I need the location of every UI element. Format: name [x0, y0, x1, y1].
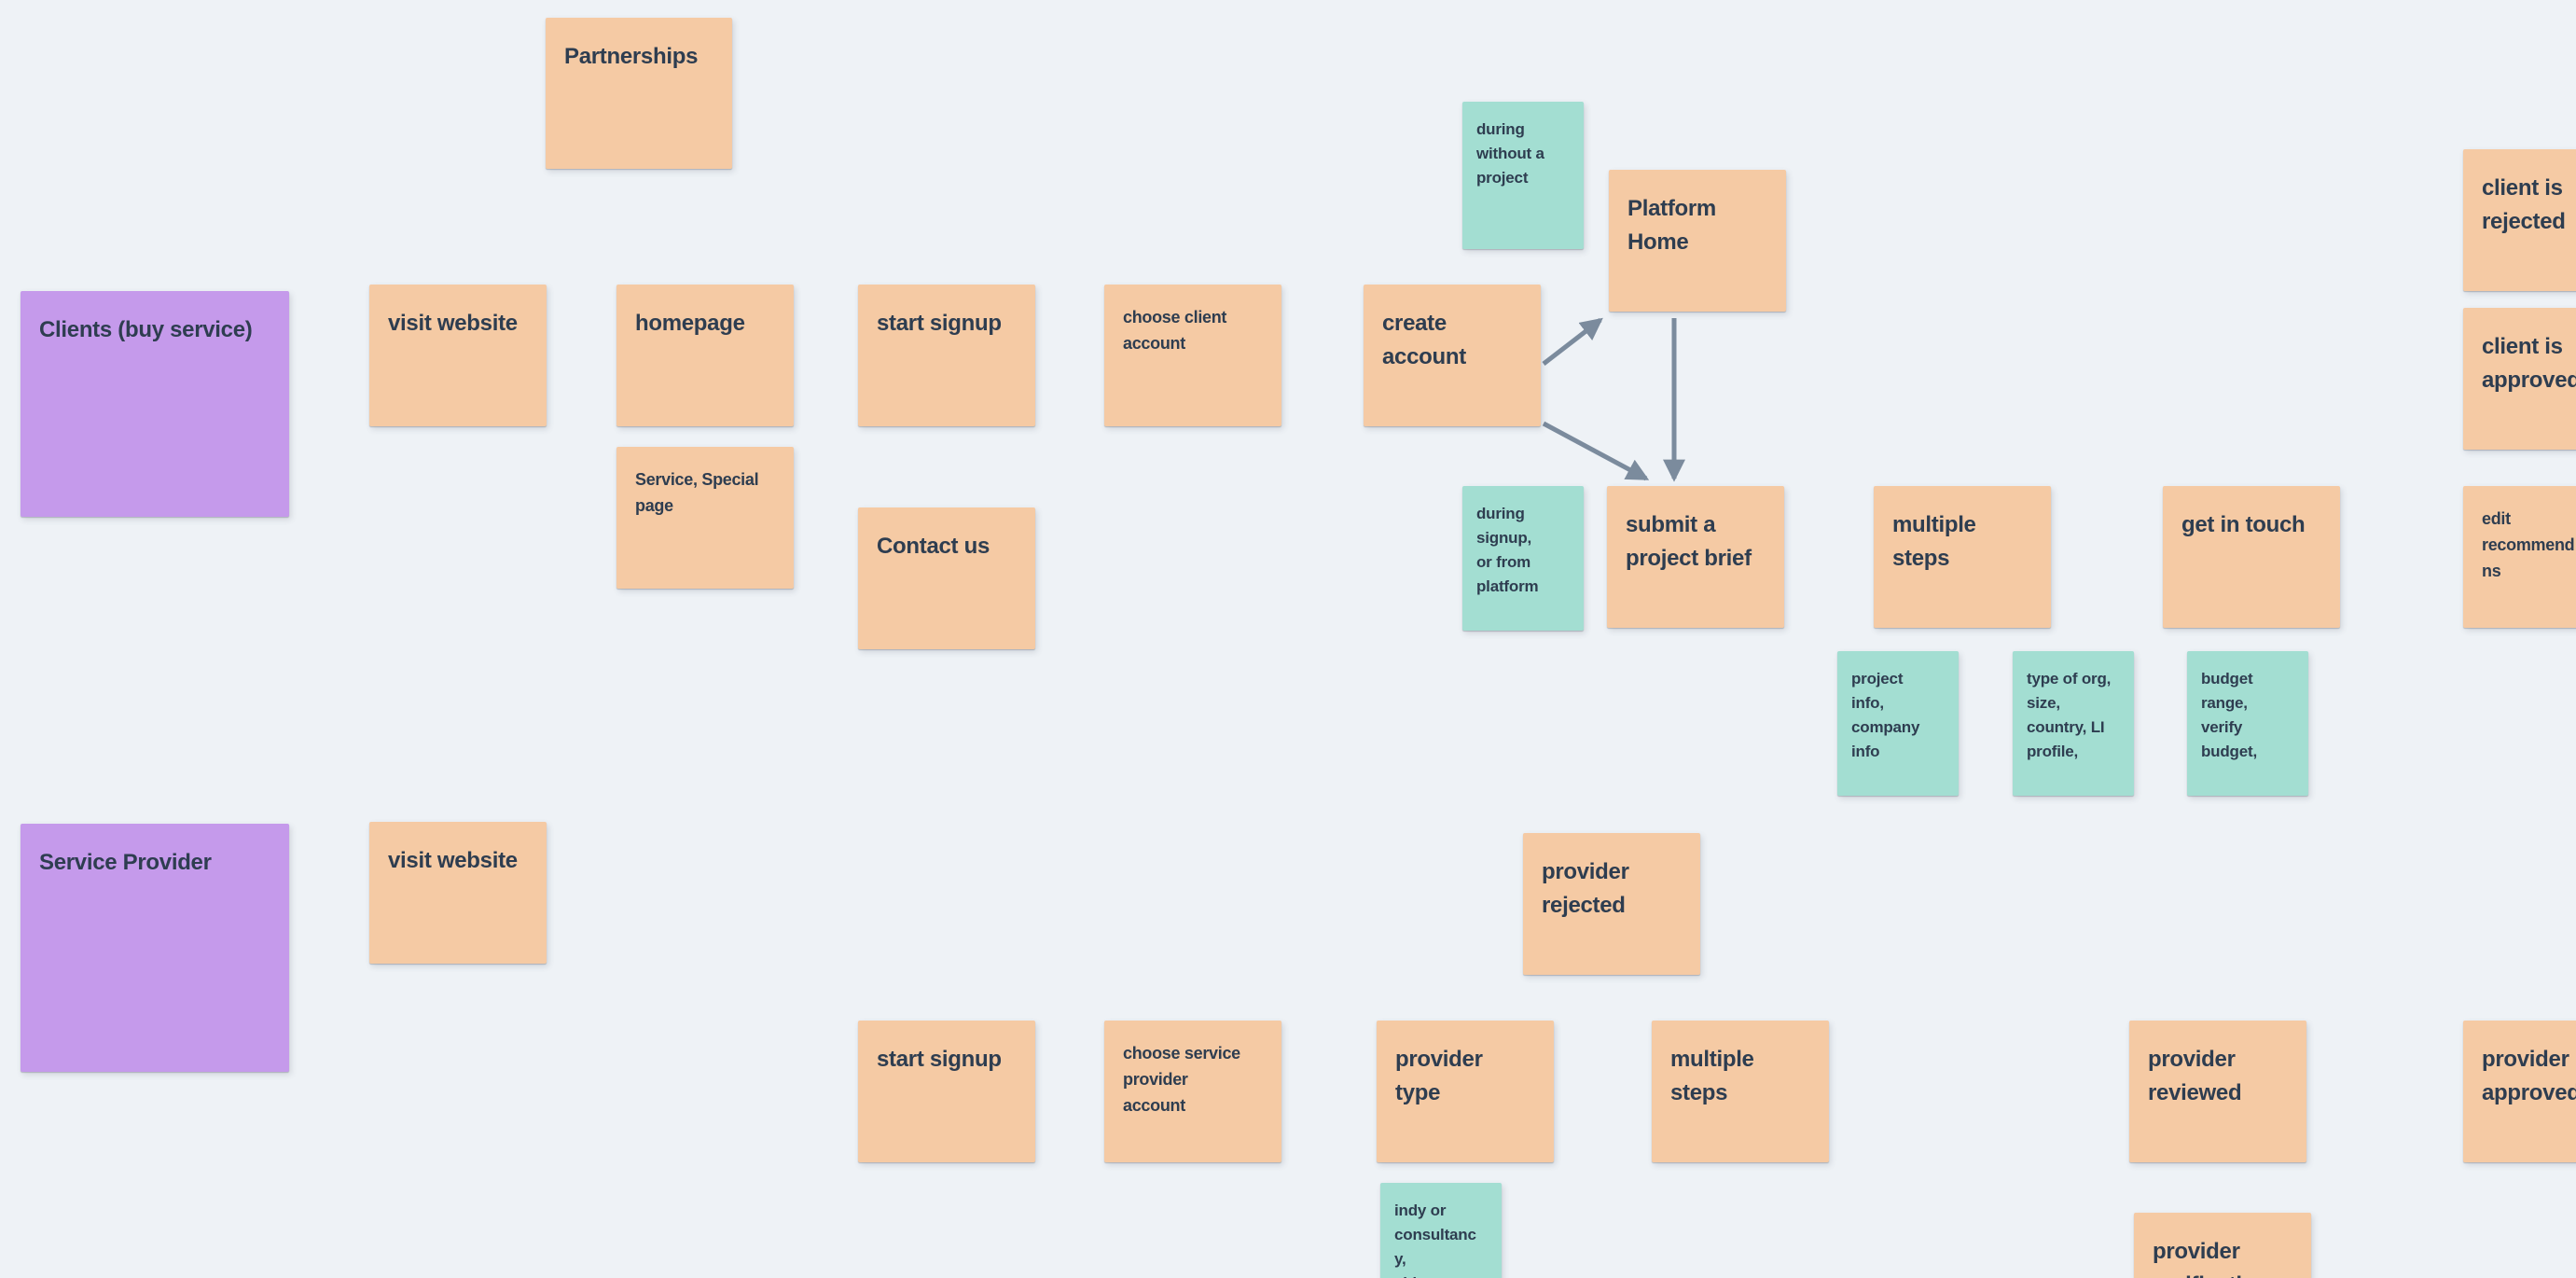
- note-text: get in touch: [2181, 512, 2306, 537]
- note-client-is-rejected[interactable]: client is rejected: [2463, 149, 2576, 291]
- note-text: provider rejected: [1542, 859, 1629, 918]
- note-text: Clients (buy service): [39, 317, 253, 342]
- note-text: Service, Special page: [635, 470, 759, 515]
- note-choose-client-account[interactable]: choose client account: [1104, 285, 1281, 426]
- note-start-signup-client[interactable]: start signup: [858, 285, 1035, 426]
- note-visit-website-provider[interactable]: visit website: [369, 822, 547, 964]
- note-text: project info, company info: [1851, 670, 1920, 760]
- note-text: type of org, size, country, LI profile,: [2027, 670, 2112, 760]
- note-provider-type[interactable]: provider type: [1377, 1021, 1554, 1162]
- note-get-in-touch[interactable]: get in touch: [2163, 486, 2340, 628]
- note-clients-buy-service[interactable]: Clients (buy service): [21, 291, 289, 517]
- note-text: multiple steps: [1892, 512, 1976, 571]
- note-text: submit a project brief: [1626, 512, 1752, 571]
- note-text: client is rejected: [2482, 175, 2566, 234]
- note-text: Platform Home: [1627, 196, 1716, 255]
- note-indy-or-consultancy[interactable]: indy or consultanc y, video: [1380, 1183, 1502, 1278]
- note-text: provider reviewed: [2148, 1047, 2242, 1105]
- note-multiple-steps-provider[interactable]: multiple steps: [1652, 1021, 1829, 1162]
- note-provider-verification[interactable]: provider verification: [2134, 1213, 2311, 1278]
- note-start-signup-provider[interactable]: start signup: [858, 1021, 1035, 1162]
- note-visit-website-client[interactable]: visit website: [369, 285, 547, 426]
- note-project-info-company-info[interactable]: project info, company info: [1837, 651, 1959, 796]
- note-text: choose client account: [1123, 308, 1227, 353]
- note-service-special-page[interactable]: Service, Special page: [616, 447, 794, 589]
- note-text: choose service provider account: [1123, 1044, 1240, 1115]
- note-homepage[interactable]: homepage: [616, 285, 794, 426]
- note-choose-service-provider-account[interactable]: choose service provider account: [1104, 1021, 1281, 1162]
- note-text: homepage: [635, 311, 745, 336]
- note-text: Partnerships: [564, 44, 699, 69]
- note-text: provider verification: [2153, 1239, 2269, 1278]
- note-during-signup-or-from-platform[interactable]: during signup, or from platform: [1462, 486, 1584, 631]
- note-text: provider approved: [2482, 1047, 2576, 1105]
- note-text: indy or consultanc y, video: [1394, 1202, 1476, 1278]
- note-provider-approved[interactable]: provider approved: [2463, 1021, 2576, 1162]
- note-text: Service Provider: [39, 850, 212, 875]
- note-partnerships[interactable]: Partnerships: [546, 18, 732, 169]
- note-provider-reviewed[interactable]: provider reviewed: [2129, 1021, 2306, 1162]
- note-platform-home[interactable]: Platform Home: [1609, 170, 1786, 312]
- note-submit-a-project-brief[interactable]: submit a project brief: [1607, 486, 1784, 628]
- note-create-account[interactable]: create account: [1364, 285, 1541, 426]
- note-provider-rejected[interactable]: provider rejected: [1523, 833, 1700, 975]
- note-text: edit recommend ns: [2482, 509, 2575, 580]
- note-text: budget range, verify budget,: [2201, 670, 2257, 760]
- note-text: Contact us: [877, 534, 990, 559]
- note-text: visit website: [388, 311, 518, 336]
- note-text: multiple steps: [1670, 1047, 1754, 1105]
- note-text: client is approved: [2482, 334, 2576, 393]
- note-text: provider type: [1395, 1047, 1483, 1105]
- note-type-of-org[interactable]: type of org, size, country, LI profile,: [2013, 651, 2134, 796]
- note-text: create account: [1382, 311, 1466, 369]
- note-text: during without a project: [1476, 120, 1544, 187]
- note-text: start signup: [877, 311, 1002, 336]
- connector-create-account-to-submit-project-brief[interactable]: [1542, 421, 1650, 481]
- note-text: visit website: [388, 848, 518, 873]
- note-budget-range[interactable]: budget range, verify budget,: [2187, 651, 2308, 796]
- note-service-provider[interactable]: Service Provider: [21, 824, 289, 1072]
- note-during-without-a-project[interactable]: during without a project: [1462, 102, 1584, 249]
- note-text: start signup: [877, 1047, 1002, 1072]
- note-contact-us[interactable]: Contact us: [858, 507, 1035, 649]
- connector-create-account-to-platform-home[interactable]: [1542, 317, 1603, 366]
- note-multiple-steps-client[interactable]: multiple steps: [1874, 486, 2051, 628]
- note-text: during signup, or from platform: [1476, 505, 1539, 595]
- note-edit-recommendations[interactable]: edit recommend ns: [2463, 486, 2576, 628]
- note-client-is-approved[interactable]: client is approved: [2463, 308, 2576, 450]
